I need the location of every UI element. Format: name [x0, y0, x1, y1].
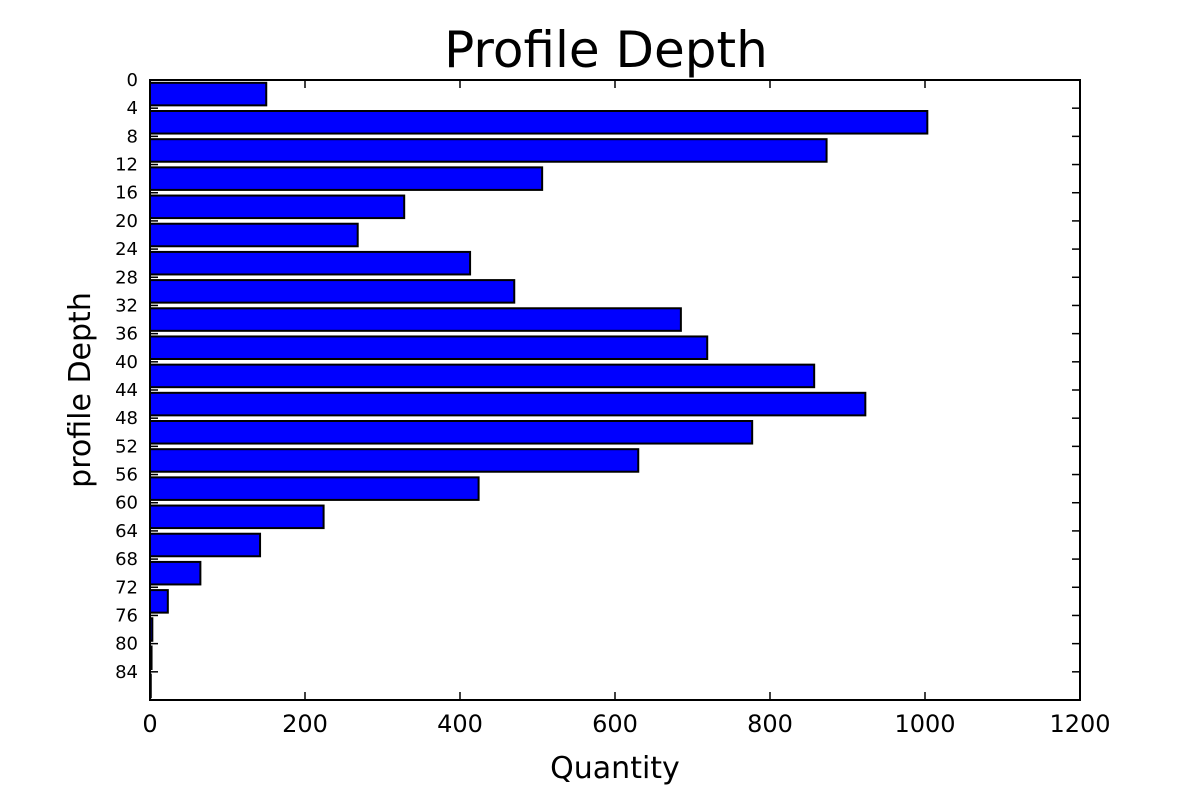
- bar-56: [149, 476, 480, 501]
- y-tick-label: 28: [115, 267, 138, 288]
- y-tick-label: 64: [115, 521, 138, 542]
- bar-36: [149, 335, 709, 361]
- x-tick-label: 1200: [1049, 710, 1110, 738]
- bar-60: [149, 504, 325, 530]
- x-tick-label: 1000: [894, 710, 955, 738]
- y-tick-label: 48: [115, 408, 138, 429]
- bar-8: [149, 138, 828, 163]
- bar-52: [149, 448, 640, 473]
- y-tick-label: 36: [115, 324, 138, 345]
- bar-28: [149, 279, 516, 304]
- y-axis-label: profile Depth: [63, 292, 98, 488]
- y-tick-label: 56: [115, 465, 138, 486]
- x-tick-label: 0: [142, 710, 157, 738]
- x-axis-label: Quantity: [550, 751, 680, 786]
- bar-24: [149, 250, 472, 276]
- x-tick-label: 600: [592, 710, 638, 738]
- plot-frame: [149, 79, 1081, 701]
- bars-layer: [149, 81, 929, 699]
- bar-32: [149, 307, 682, 332]
- y-tick-label: 72: [115, 577, 138, 598]
- bar-16: [149, 194, 406, 220]
- y-tick-label: 8: [127, 126, 138, 147]
- bar-0: [149, 81, 268, 107]
- y-tick-label: 60: [115, 493, 138, 514]
- y-tick-label: 0: [127, 70, 138, 91]
- y-tick-label: 40: [115, 352, 138, 373]
- y-tick-label: 80: [115, 634, 138, 655]
- y-tick-label: 12: [115, 155, 138, 176]
- y-tick-label: 20: [115, 211, 138, 232]
- y-tick-label: 52: [115, 436, 138, 457]
- y-tick-label: 24: [115, 239, 138, 260]
- bar-44: [149, 391, 867, 417]
- y-tick-label: 32: [115, 295, 138, 316]
- bar-72: [149, 589, 169, 614]
- bar-48: [149, 420, 754, 445]
- bar-40: [149, 363, 816, 389]
- chart-title: Profile Depth: [444, 21, 768, 79]
- bar-4: [149, 110, 929, 135]
- bar-64: [149, 532, 262, 558]
- y-tick-label: 84: [115, 662, 138, 683]
- x-tick-label: 400: [437, 710, 483, 738]
- x-tick-label: 800: [747, 710, 793, 738]
- x-tick-label: 200: [282, 710, 328, 738]
- bar-12: [149, 166, 544, 191]
- ticks-layer: 0 200 400 600 800 1000 12000481216202428323640…: [115, 70, 1110, 738]
- y-tick-label: 16: [115, 183, 138, 204]
- y-tick-label: 44: [115, 380, 138, 401]
- bar-68: [149, 560, 202, 586]
- y-tick-label: 76: [115, 605, 138, 626]
- bar-20: [149, 222, 359, 248]
- y-tick-label: 4: [127, 98, 138, 119]
- y-tick-label: 68: [115, 549, 138, 570]
